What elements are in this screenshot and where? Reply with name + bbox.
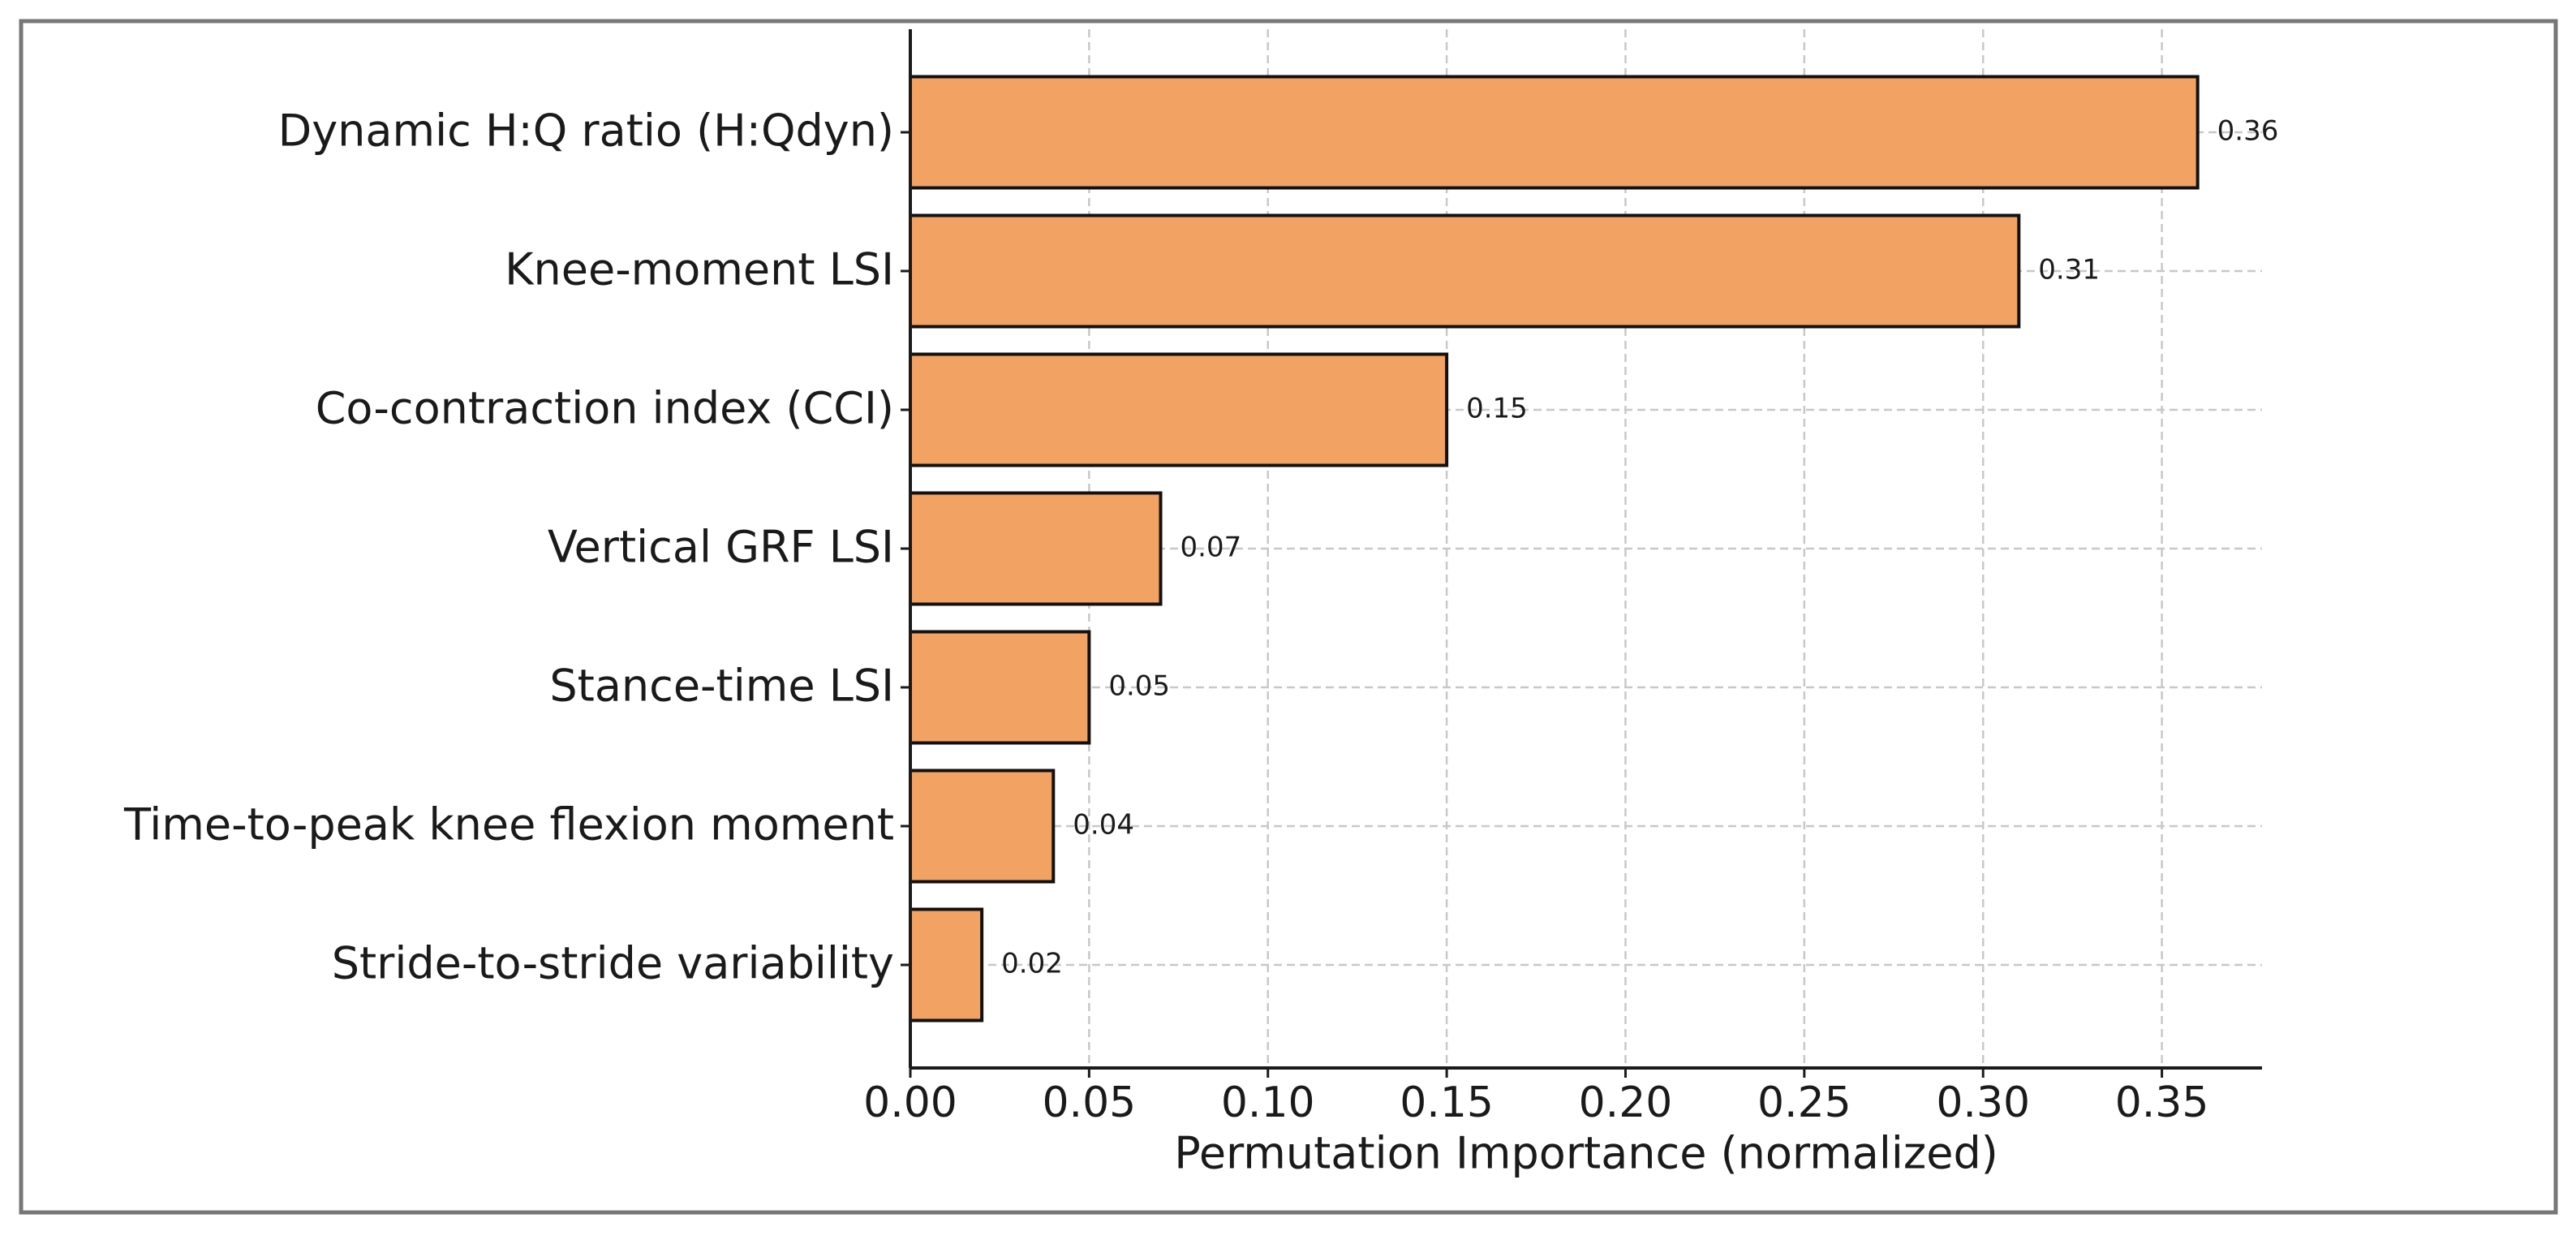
- x-axis-label: Permutation Importance (normalized): [1174, 1128, 1998, 1179]
- x-tick-label: 0.05: [1042, 1079, 1136, 1127]
- value-label: 0.04: [1073, 809, 1134, 842]
- bar: [909, 213, 2021, 329]
- x-tick-label: 0.15: [1400, 1079, 1494, 1127]
- value-label: 0.07: [1180, 532, 1242, 564]
- x-tick-label: 0.00: [863, 1079, 957, 1127]
- value-label: 0.02: [1001, 948, 1063, 980]
- value-label: 0.05: [1108, 670, 1170, 703]
- y-tick-label: Stride-to-stride variability: [332, 938, 894, 989]
- x-tick-label: 0.10: [1221, 1079, 1315, 1127]
- x-tick-label: 0.35: [2115, 1079, 2209, 1127]
- value-label: 0.36: [2217, 115, 2279, 148]
- bar: [909, 352, 1449, 467]
- bar: [909, 630, 1091, 745]
- bar: [909, 491, 1163, 606]
- y-tick-label: Time-to-peak knee flexion moment: [123, 799, 894, 850]
- marks: [909, 75, 2200, 1023]
- value-label: 0.31: [2038, 254, 2100, 286]
- x-tick-label: 0.20: [1579, 1079, 1673, 1127]
- bar: [909, 907, 984, 1023]
- y-tick-label: Vertical GRF LSI: [548, 522, 894, 573]
- y-tick-label: Dynamic H:Q ratio (H:Qdyn): [278, 105, 894, 157]
- y-tick-label: Stance-time LSI: [549, 661, 894, 712]
- bar: [909, 769, 1056, 884]
- frame: [19, 19, 2558, 1215]
- x-tick-label: 0.25: [1757, 1079, 1851, 1127]
- y-tick-label: Co-contraction index (CCI): [316, 383, 894, 434]
- bar: [909, 75, 2200, 190]
- x-tick-label: 0.30: [1936, 1079, 2030, 1127]
- value-label: 0.15: [1466, 393, 1528, 425]
- y-tick-label: Knee-moment LSI: [505, 244, 894, 295]
